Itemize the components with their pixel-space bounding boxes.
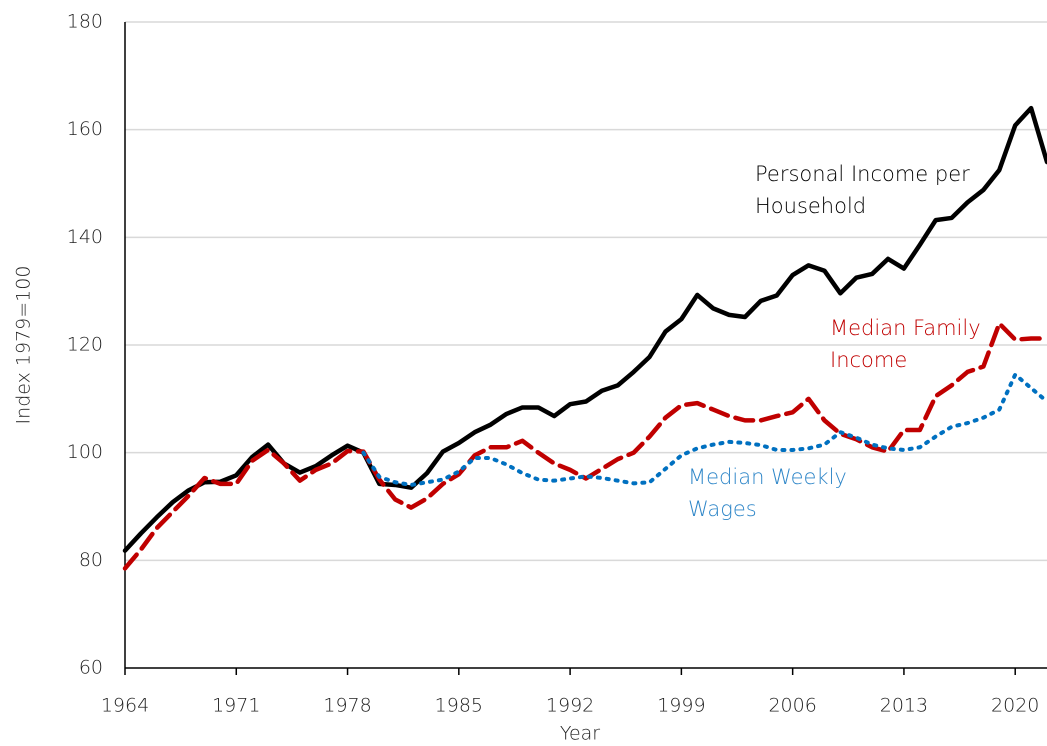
- line-series: [122, 321, 1047, 571]
- y-axis-label: Index 1979=100: [13, 266, 35, 425]
- x-tick-label: 2006: [768, 695, 816, 717]
- x-tick-label: 2013: [880, 695, 928, 717]
- x-tick-label: 1971: [212, 695, 260, 717]
- y-tick-label: 140: [67, 226, 103, 248]
- annotation: Personal Income per: [755, 162, 970, 186]
- x-tick-label: 1978: [323, 695, 371, 717]
- y-tick-label: 160: [67, 118, 103, 140]
- annotation: Income: [830, 348, 907, 372]
- annotation: Median Family: [830, 316, 981, 340]
- annotation: Median Weekly: [688, 465, 847, 489]
- annotation: Household: [755, 194, 866, 218]
- y-tick-label: 60: [79, 657, 103, 679]
- y-tick-label: 120: [67, 334, 103, 356]
- y-tick-label: 180: [67, 11, 103, 33]
- x-tick-label: 1985: [435, 695, 483, 717]
- x-axis-label: Year: [560, 723, 600, 745]
- y-tick-label: 100: [67, 441, 103, 463]
- x-tick-label: 1992: [546, 695, 594, 717]
- annotation: Wages: [688, 497, 757, 521]
- y-tick-label: 80: [79, 549, 103, 571]
- x-tick-label: 2020: [991, 695, 1039, 717]
- line-series: [361, 372, 1047, 487]
- x-tick-label: 1999: [657, 695, 705, 717]
- x-tick-label: 1964: [101, 695, 149, 717]
